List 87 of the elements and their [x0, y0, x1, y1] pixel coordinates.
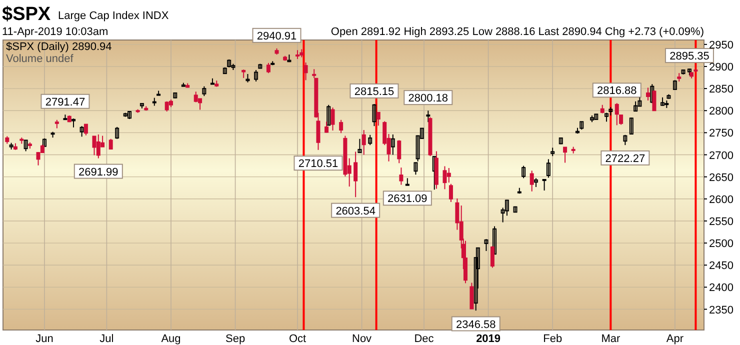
- chart-title: $SPX: [2, 4, 51, 25]
- candlestick: [681, 69, 686, 75]
- x-tick-label: Sep: [225, 333, 246, 345]
- candlestick: [522, 165, 526, 179]
- y-tick-label: 2750: [709, 128, 734, 140]
- candlestick: [513, 206, 518, 213]
- text: Open 2891.92 High 2893.25 Low 2888.16 Last 2890.94 Chg +2.73 (+0.09%): [330, 26, 704, 38]
- candlestick: [326, 104, 331, 126]
- candlestick: [372, 104, 376, 127]
- candlestick: [492, 226, 497, 255]
- candlestick: [590, 114, 594, 123]
- annotation: 2346.58: [456, 318, 496, 331]
- annotation: 2791.47: [45, 96, 86, 108]
- candlestick: [432, 156, 436, 190]
- annotation: Volume undef: [6, 53, 74, 65]
- annotation: 2710.51: [298, 158, 338, 170]
- y-tick-label: 2600: [709, 194, 734, 206]
- candlestick: [534, 178, 538, 188]
- x-tick-label: Jul: [100, 333, 114, 345]
- candlestick: [231, 63, 236, 71]
- candlestick: [214, 80, 219, 88]
- candlestick: [128, 110, 132, 120]
- candlestick: [115, 126, 120, 140]
- text: 11-Apr-2019 10:03am: [2, 26, 108, 38]
- y-tick-label: 2850: [709, 84, 734, 96]
- x-tick-label: Dec: [414, 333, 434, 345]
- y-tick-label: 2950: [709, 39, 734, 52]
- y-tick-label: 2400: [709, 282, 734, 294]
- candlestick: [608, 106, 613, 116]
- chart-subtitle: Large Cap Index INDX: [58, 10, 170, 22]
- candlestick: [484, 238, 488, 252]
- candlestick: [227, 58, 232, 68]
- candlestick: [42, 138, 46, 147]
- annotation: 2940.91: [256, 30, 297, 42]
- annotation: 2631.09: [388, 193, 428, 206]
- x-tick-label: Aug: [161, 333, 181, 345]
- candlestick: [634, 100, 638, 112]
- candlestick: [242, 69, 246, 78]
- candlestick: [28, 142, 32, 150]
- candlestick: [80, 126, 84, 138]
- candlestick: [550, 147, 555, 157]
- annotation: 2895.35: [670, 50, 710, 63]
- y-tick-label: 2500: [709, 238, 734, 250]
- candlestick: [358, 138, 362, 154]
- x-tick-label: Feb: [543, 333, 562, 345]
- annotation: 2691.99: [78, 166, 118, 178]
- y-tick-label: 2900: [709, 61, 734, 74]
- candlestick: [414, 162, 418, 176]
- annotation: 2815.15: [354, 86, 394, 98]
- candlestick: [173, 92, 178, 99]
- candlestick: [24, 140, 28, 152]
- candlestick: [222, 66, 227, 74]
- candlestick: [202, 86, 206, 97]
- candlestick: [546, 158, 550, 178]
- candlestick: [254, 70, 258, 82]
- candlestick: [54, 119, 59, 129]
- y-tick-label: 2550: [709, 216, 734, 228]
- x-tick-label: Apr: [666, 333, 684, 345]
- y-tick-label: 2650: [709, 172, 734, 184]
- x-tick-label: Nov: [352, 333, 372, 345]
- annotation: $SPX (Daily) 2890.94: [6, 41, 112, 53]
- x-tick-label: 2019: [476, 333, 501, 345]
- annotation: 2800.18: [408, 92, 448, 105]
- candlestick: [629, 117, 634, 135]
- candlestick: [580, 121, 584, 130]
- x-tick-label: Mar: [601, 333, 620, 345]
- candlestick: [623, 134, 628, 146]
- annotation: 2603.54: [336, 205, 376, 218]
- candlestick: [140, 103, 144, 109]
- x-tick-label: Jun: [36, 333, 54, 345]
- candlestick: [210, 78, 214, 85]
- candlestick: [390, 134, 395, 156]
- candlestick: [368, 134, 372, 146]
- y-tick-label: 2350: [709, 304, 734, 316]
- candlestick: [660, 96, 665, 106]
- y-tick-label: 2700: [709, 150, 734, 162]
- candlestick: [558, 137, 563, 145]
- x-tick-label: Oct: [288, 333, 306, 345]
- candlestick: [123, 112, 128, 118]
- y-tick-label: 2800: [709, 106, 734, 118]
- candlestick: [594, 114, 598, 120]
- y-tick-label: 2450: [709, 260, 734, 272]
- candlestick: [672, 80, 677, 90]
- candlestick: [9, 142, 14, 150]
- annotation: 2816.88: [597, 85, 637, 98]
- annotation: 2722.27: [605, 152, 646, 165]
- candlestick: [677, 72, 682, 82]
